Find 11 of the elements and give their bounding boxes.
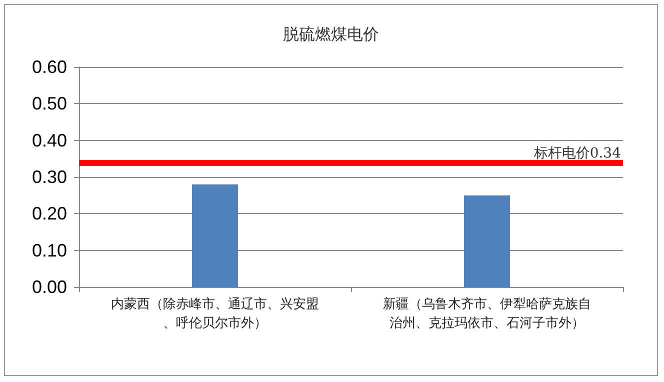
x-tick-label: 内蒙西（除赤峰市、通辽市、兴安盟、呼伦贝尔市外） — [111, 296, 319, 331]
chart-title: 脱硫燃煤电价 — [283, 24, 379, 44]
y-tick-label: 0.20 — [32, 204, 67, 224]
y-tick-label: 0.40 — [32, 130, 67, 150]
y-tick-label: 0.10 — [32, 240, 67, 260]
y-tick-label: 0.30 — [32, 167, 67, 187]
y-tick-label: 0.50 — [32, 94, 67, 114]
ref-line-label: 标杆电价0.34 — [532, 145, 622, 162]
y-tick-label: 0.00 — [32, 277, 67, 297]
x-tick-label: 新疆（乌鲁木齐市、伊犁哈萨克族自治州、克拉玛依市、石河子市外） — [383, 297, 591, 331]
y-tick-label: 0.60 — [32, 57, 67, 77]
